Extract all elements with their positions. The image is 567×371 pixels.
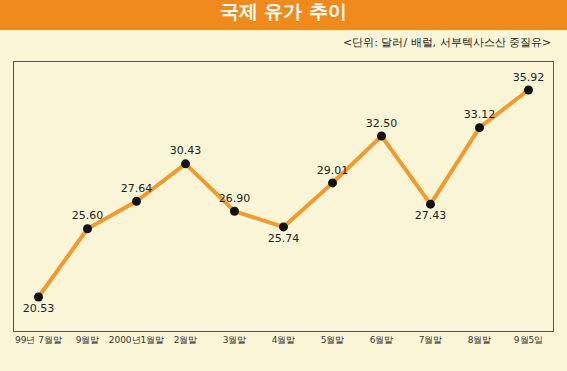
svg-text:7월말: 7월말 bbox=[419, 335, 443, 345]
svg-text:33.12: 33.12 bbox=[464, 108, 496, 121]
svg-text:2000년1월말: 2000년1월말 bbox=[109, 335, 165, 345]
svg-text:6월말: 6월말 bbox=[370, 335, 394, 345]
svg-text:27.64: 27.64 bbox=[121, 182, 153, 195]
svg-text:99년 7월말: 99년 7월말 bbox=[15, 335, 62, 345]
svg-text:9월말: 9월말 bbox=[76, 335, 100, 345]
svg-text:9월5일: 9월5일 bbox=[514, 335, 543, 345]
svg-text:29.01: 29.01 bbox=[317, 164, 349, 177]
svg-text:32.50: 32.50 bbox=[366, 117, 398, 130]
svg-text:30.43: 30.43 bbox=[170, 144, 202, 157]
svg-text:<단위: 달러/ 배럴, 서부텍사스산 중질유>: <단위: 달러/ 배럴, 서부텍사스산 중질유> bbox=[343, 36, 551, 49]
svg-text:2월말: 2월말 bbox=[174, 335, 198, 345]
svg-text:3월말: 3월말 bbox=[223, 335, 247, 345]
svg-text:25.60: 25.60 bbox=[72, 209, 104, 222]
svg-text:8월말: 8월말 bbox=[468, 335, 492, 345]
svg-text:국제 유가 추이: 국제 유가 추이 bbox=[220, 0, 347, 22]
svg-text:25.74: 25.74 bbox=[268, 232, 300, 245]
svg-text:4월말: 4월말 bbox=[272, 335, 296, 345]
svg-text:35.92: 35.92 bbox=[513, 71, 545, 84]
svg-text:26.90: 26.90 bbox=[219, 192, 251, 205]
svg-text:27.43: 27.43 bbox=[415, 209, 447, 222]
svg-text:20.53: 20.53 bbox=[23, 302, 55, 315]
svg-text:5월말: 5월말 bbox=[321, 335, 345, 345]
